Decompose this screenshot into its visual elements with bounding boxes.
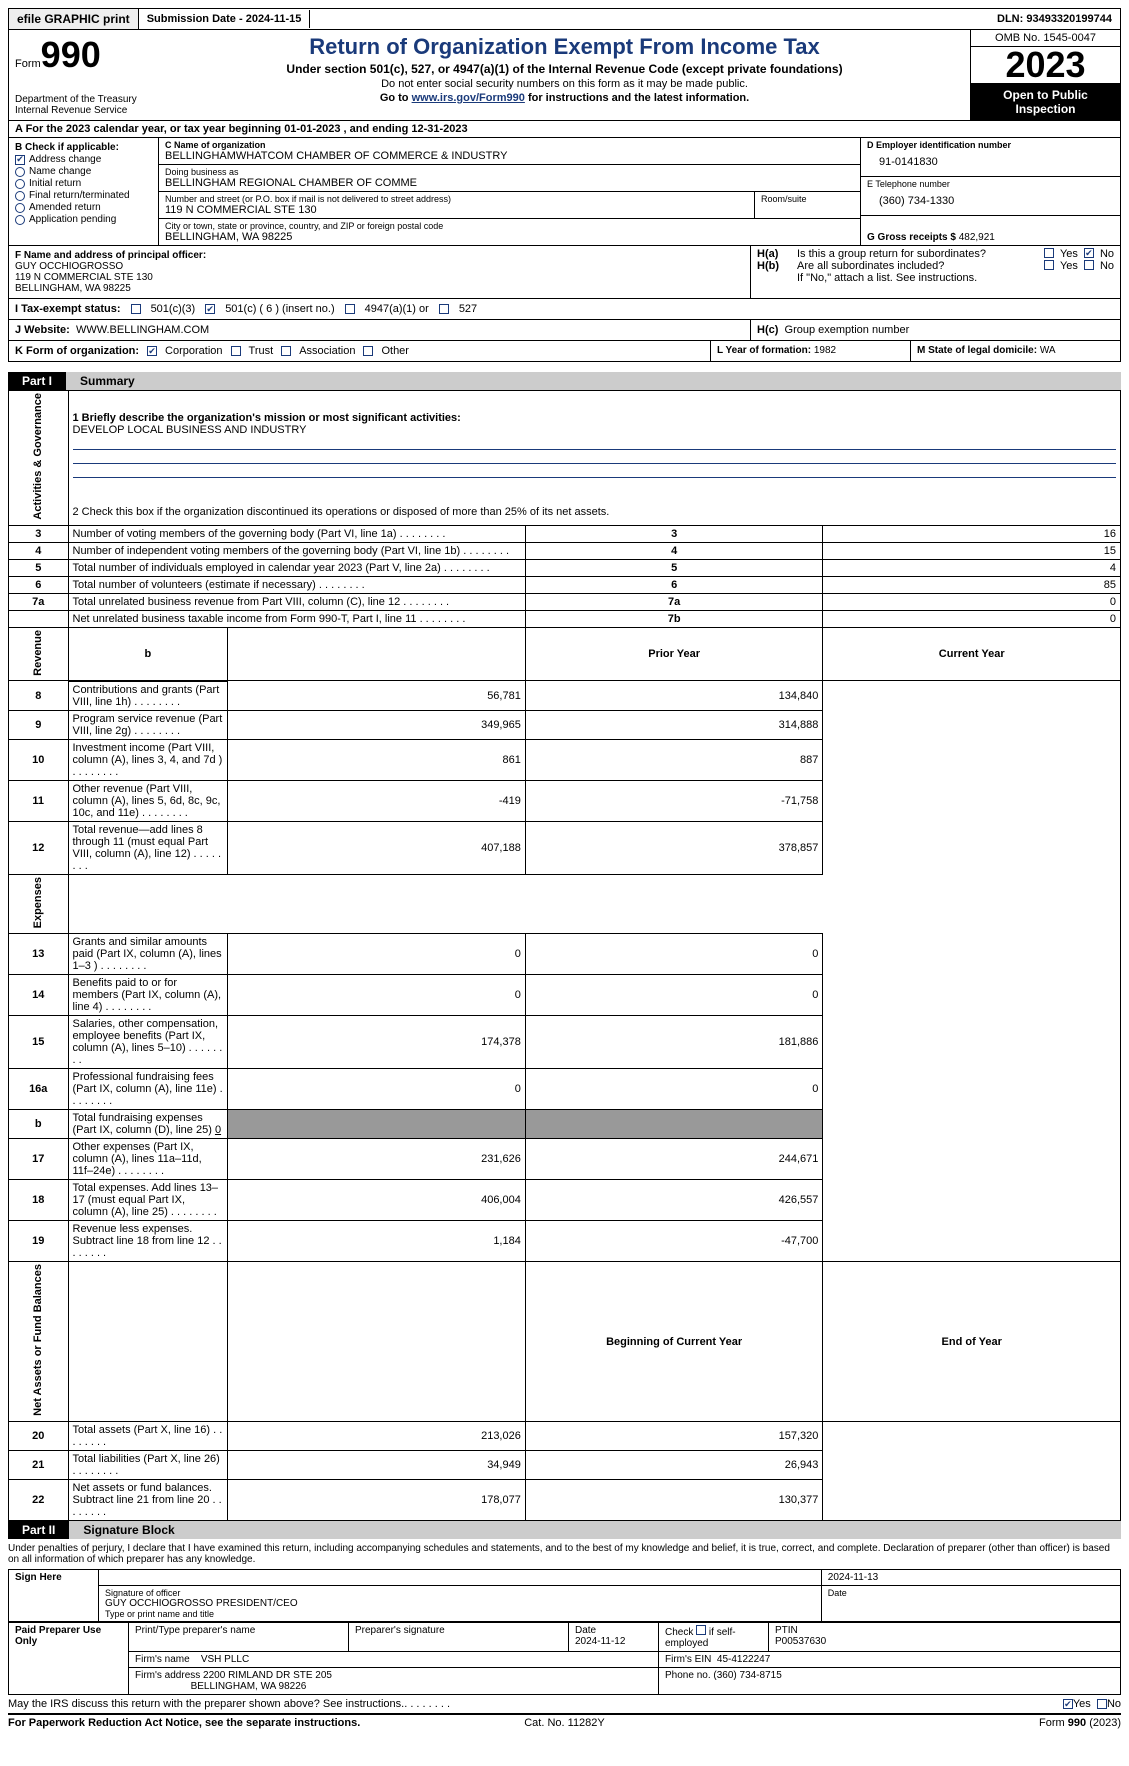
expense-row: 18Total expenses. Add lines 13–17 (must … <box>9 1180 1121 1221</box>
expense-row: 16aProfessional fundraising fees (Part I… <box>9 1069 1121 1110</box>
netassets-row: 20Total assets (Part X, line 16)213,0261… <box>9 1422 1121 1451</box>
boxb-checkbox-1[interactable] <box>15 167 25 177</box>
dba-cell: Doing business as BELLINGHAM REGIONAL CH… <box>159 165 860 192</box>
penalties-text: Under penalties of perjury, I declare th… <box>8 1539 1121 1569</box>
box-h: H(a) Is this a group return for subordin… <box>750 246 1120 298</box>
vlabel-na: Net Assets or Fund Balances <box>32 1264 44 1416</box>
dln: DLN: 93493320199744 <box>989 10 1120 28</box>
k-assoc-checkbox[interactable] <box>281 346 291 356</box>
efile-print-button[interactable]: efile GRAPHIC print <box>9 9 139 29</box>
phone-cell: E Telephone number (360) 734-1330 <box>861 177 1120 216</box>
summary-row: 7aTotal unrelated business revenue from … <box>9 593 1121 610</box>
boxb-checkbox-2[interactable] <box>15 179 25 189</box>
boxb-label-1: Name change <box>29 166 91 177</box>
mission-text: DEVELOP LOCAL BUSINESS AND INDUSTRY <box>73 424 307 436</box>
boxb-checkbox-5[interactable] <box>15 215 25 225</box>
revenue-row: 9Program service revenue (Part VIII, lin… <box>9 710 1121 739</box>
expense-row: 17Other expenses (Part IX, column (A), l… <box>9 1139 1121 1180</box>
boxb-checkbox-3[interactable] <box>15 191 25 201</box>
part-1-bar: Part I Summary <box>8 372 1121 390</box>
row-a-tax-year: A For the 2023 calendar year, or tax yea… <box>8 121 1121 138</box>
form-number: Form990 <box>15 34 153 76</box>
summary-row: 3Number of voting members of the governi… <box>9 525 1121 542</box>
expense-row: 13Grants and similar amounts paid (Part … <box>9 934 1121 975</box>
netassets-row: 21Total liabilities (Part X, line 26)34,… <box>9 1451 1121 1480</box>
boxb-label-4: Amended return <box>29 202 101 213</box>
form-subtitle-2: Do not enter social security numbers on … <box>165 78 964 90</box>
status-527-checkbox[interactable] <box>439 304 449 314</box>
summary-row: 4Number of independent voting members of… <box>9 542 1121 559</box>
discuss-no-checkbox[interactable] <box>1097 1699 1107 1709</box>
boxb-item-4: Amended return <box>15 202 152 213</box>
revenue-row: 12Total revenue—add lines 8 through 11 (… <box>9 821 1121 874</box>
open-inspection: Open to Public Inspection <box>970 84 1120 120</box>
website-value: WWW.BELLINGHAM.COM <box>76 324 209 336</box>
boxb-checkbox-0[interactable]: ✔ <box>15 155 25 165</box>
vlabel-ag: Activities & Governance <box>32 393 44 520</box>
status-501c3-checkbox[interactable] <box>131 304 141 314</box>
vlabel-exp: Expenses <box>32 877 44 928</box>
sign-here-table: Sign Here 2024-11-13 Signature of office… <box>8 1569 1121 1622</box>
vlabel-rev: Revenue <box>32 630 44 676</box>
ha-yes-checkbox[interactable] <box>1044 248 1054 258</box>
summary-row: Net unrelated business taxable income fr… <box>9 610 1121 627</box>
boxb-item-1: Name change <box>15 166 152 177</box>
form-subtitle-1: Under section 501(c), 527, or 4947(a)(1)… <box>165 62 964 76</box>
summary-row: 5Total number of individuals employed in… <box>9 559 1121 576</box>
tax-exempt-status-row: I Tax-exempt status: 501(c)(3) ✔501(c) (… <box>8 299 1121 320</box>
netassets-row: 22Net assets or fund balances. Subtract … <box>9 1480 1121 1521</box>
ein-cell: D Employer identification number 91-0141… <box>861 138 1120 177</box>
box-b: B Check if applicable: ✔Address changeNa… <box>9 138 159 245</box>
k-other-checkbox[interactable] <box>363 346 373 356</box>
status-4947-checkbox[interactable] <box>345 304 355 314</box>
discuss-row: May the IRS discuss this return with the… <box>8 1695 1121 1715</box>
tax-year: 2023 <box>970 47 1120 84</box>
footer: For Paperwork Reduction Act Notice, see … <box>8 1715 1121 1729</box>
boxb-item-0: ✔ Address change <box>15 154 152 165</box>
city-cell: City or town, state or province, country… <box>159 219 860 245</box>
boxb-checkbox-4[interactable] <box>15 203 25 213</box>
boxb-item-3: Final return/terminated <box>15 190 152 201</box>
gross-receipts-cell: G Gross receipts $ 482,921 <box>861 230 1120 245</box>
revenue-row: 11Other revenue (Part VIII, column (A), … <box>9 780 1121 821</box>
top-bar: efile GRAPHIC print Submission Date - 20… <box>8 8 1121 30</box>
irs-link[interactable]: www.irs.gov/Form990 <box>412 92 525 104</box>
part-2-bar: Part II Signature Block <box>8 1521 1121 1539</box>
form-header: Form990 Department of the Treasury Inter… <box>8 30 1121 121</box>
k-trust-checkbox[interactable] <box>231 346 241 356</box>
boxb-label-2: Initial return <box>29 178 81 189</box>
section-b-through-g: B Check if applicable: ✔Address changeNa… <box>8 138 1121 246</box>
klm-row: K Form of organization: ✔Corporation Tru… <box>8 341 1121 362</box>
form-title: Return of Organization Exempt From Incom… <box>165 34 964 60</box>
revenue-row: 10Investment income (Part VIII, column (… <box>9 739 1121 780</box>
revenue-row: 8Contributions and grants (Part VIII, li… <box>9 681 1121 711</box>
form-subtitle-3: Go to www.irs.gov/Form990 for instructio… <box>165 92 964 104</box>
self-employed-checkbox[interactable] <box>696 1625 706 1635</box>
status-501c-checkbox[interactable]: ✔ <box>205 304 215 314</box>
boxb-label-0: Address change <box>29 154 101 165</box>
hb-no-checkbox[interactable] <box>1084 260 1094 270</box>
ha-no-checkbox[interactable]: ✔ <box>1084 248 1094 258</box>
k-corp-checkbox[interactable]: ✔ <box>147 346 157 356</box>
website-row: J Website: WWW.BELLINGHAM.COM H(c) Group… <box>8 320 1121 341</box>
expense-row: 14Benefits paid to or for members (Part … <box>9 975 1121 1016</box>
expense-row: 15Salaries, other compensation, employee… <box>9 1016 1121 1069</box>
summary-table: Activities & Governance 1 Briefly descri… <box>8 390 1121 1521</box>
expense-row: 19Revenue less expenses. Subtract line 1… <box>9 1221 1121 1262</box>
irs-label: Internal Revenue Service <box>15 105 153 116</box>
boxb-item-2: Initial return <box>15 178 152 189</box>
summary-row: 6Total number of volunteers (estimate if… <box>9 576 1121 593</box>
principal-officer: F Name and address of principal officer:… <box>9 246 750 298</box>
org-name-cell: C Name of organization BELLINGHAMWHATCOM… <box>159 138 860 165</box>
section-f-h: F Name and address of principal officer:… <box>8 246 1121 299</box>
submission-date: Submission Date - 2024-11-15 <box>139 10 311 28</box>
dept-label: Department of the Treasury <box>15 94 153 105</box>
boxb-item-5: Application pending <box>15 214 152 225</box>
boxb-label-3: Final return/terminated <box>29 190 130 201</box>
hb-yes-checkbox[interactable] <box>1044 260 1054 270</box>
boxb-label-5: Application pending <box>29 214 116 225</box>
discuss-yes-checkbox[interactable]: ✔ <box>1063 1699 1073 1709</box>
paid-preparer-table: Paid Preparer Use Only Print/Type prepar… <box>8 1622 1121 1695</box>
street-cell: Number and street (or P.O. box if mail i… <box>159 192 860 219</box>
